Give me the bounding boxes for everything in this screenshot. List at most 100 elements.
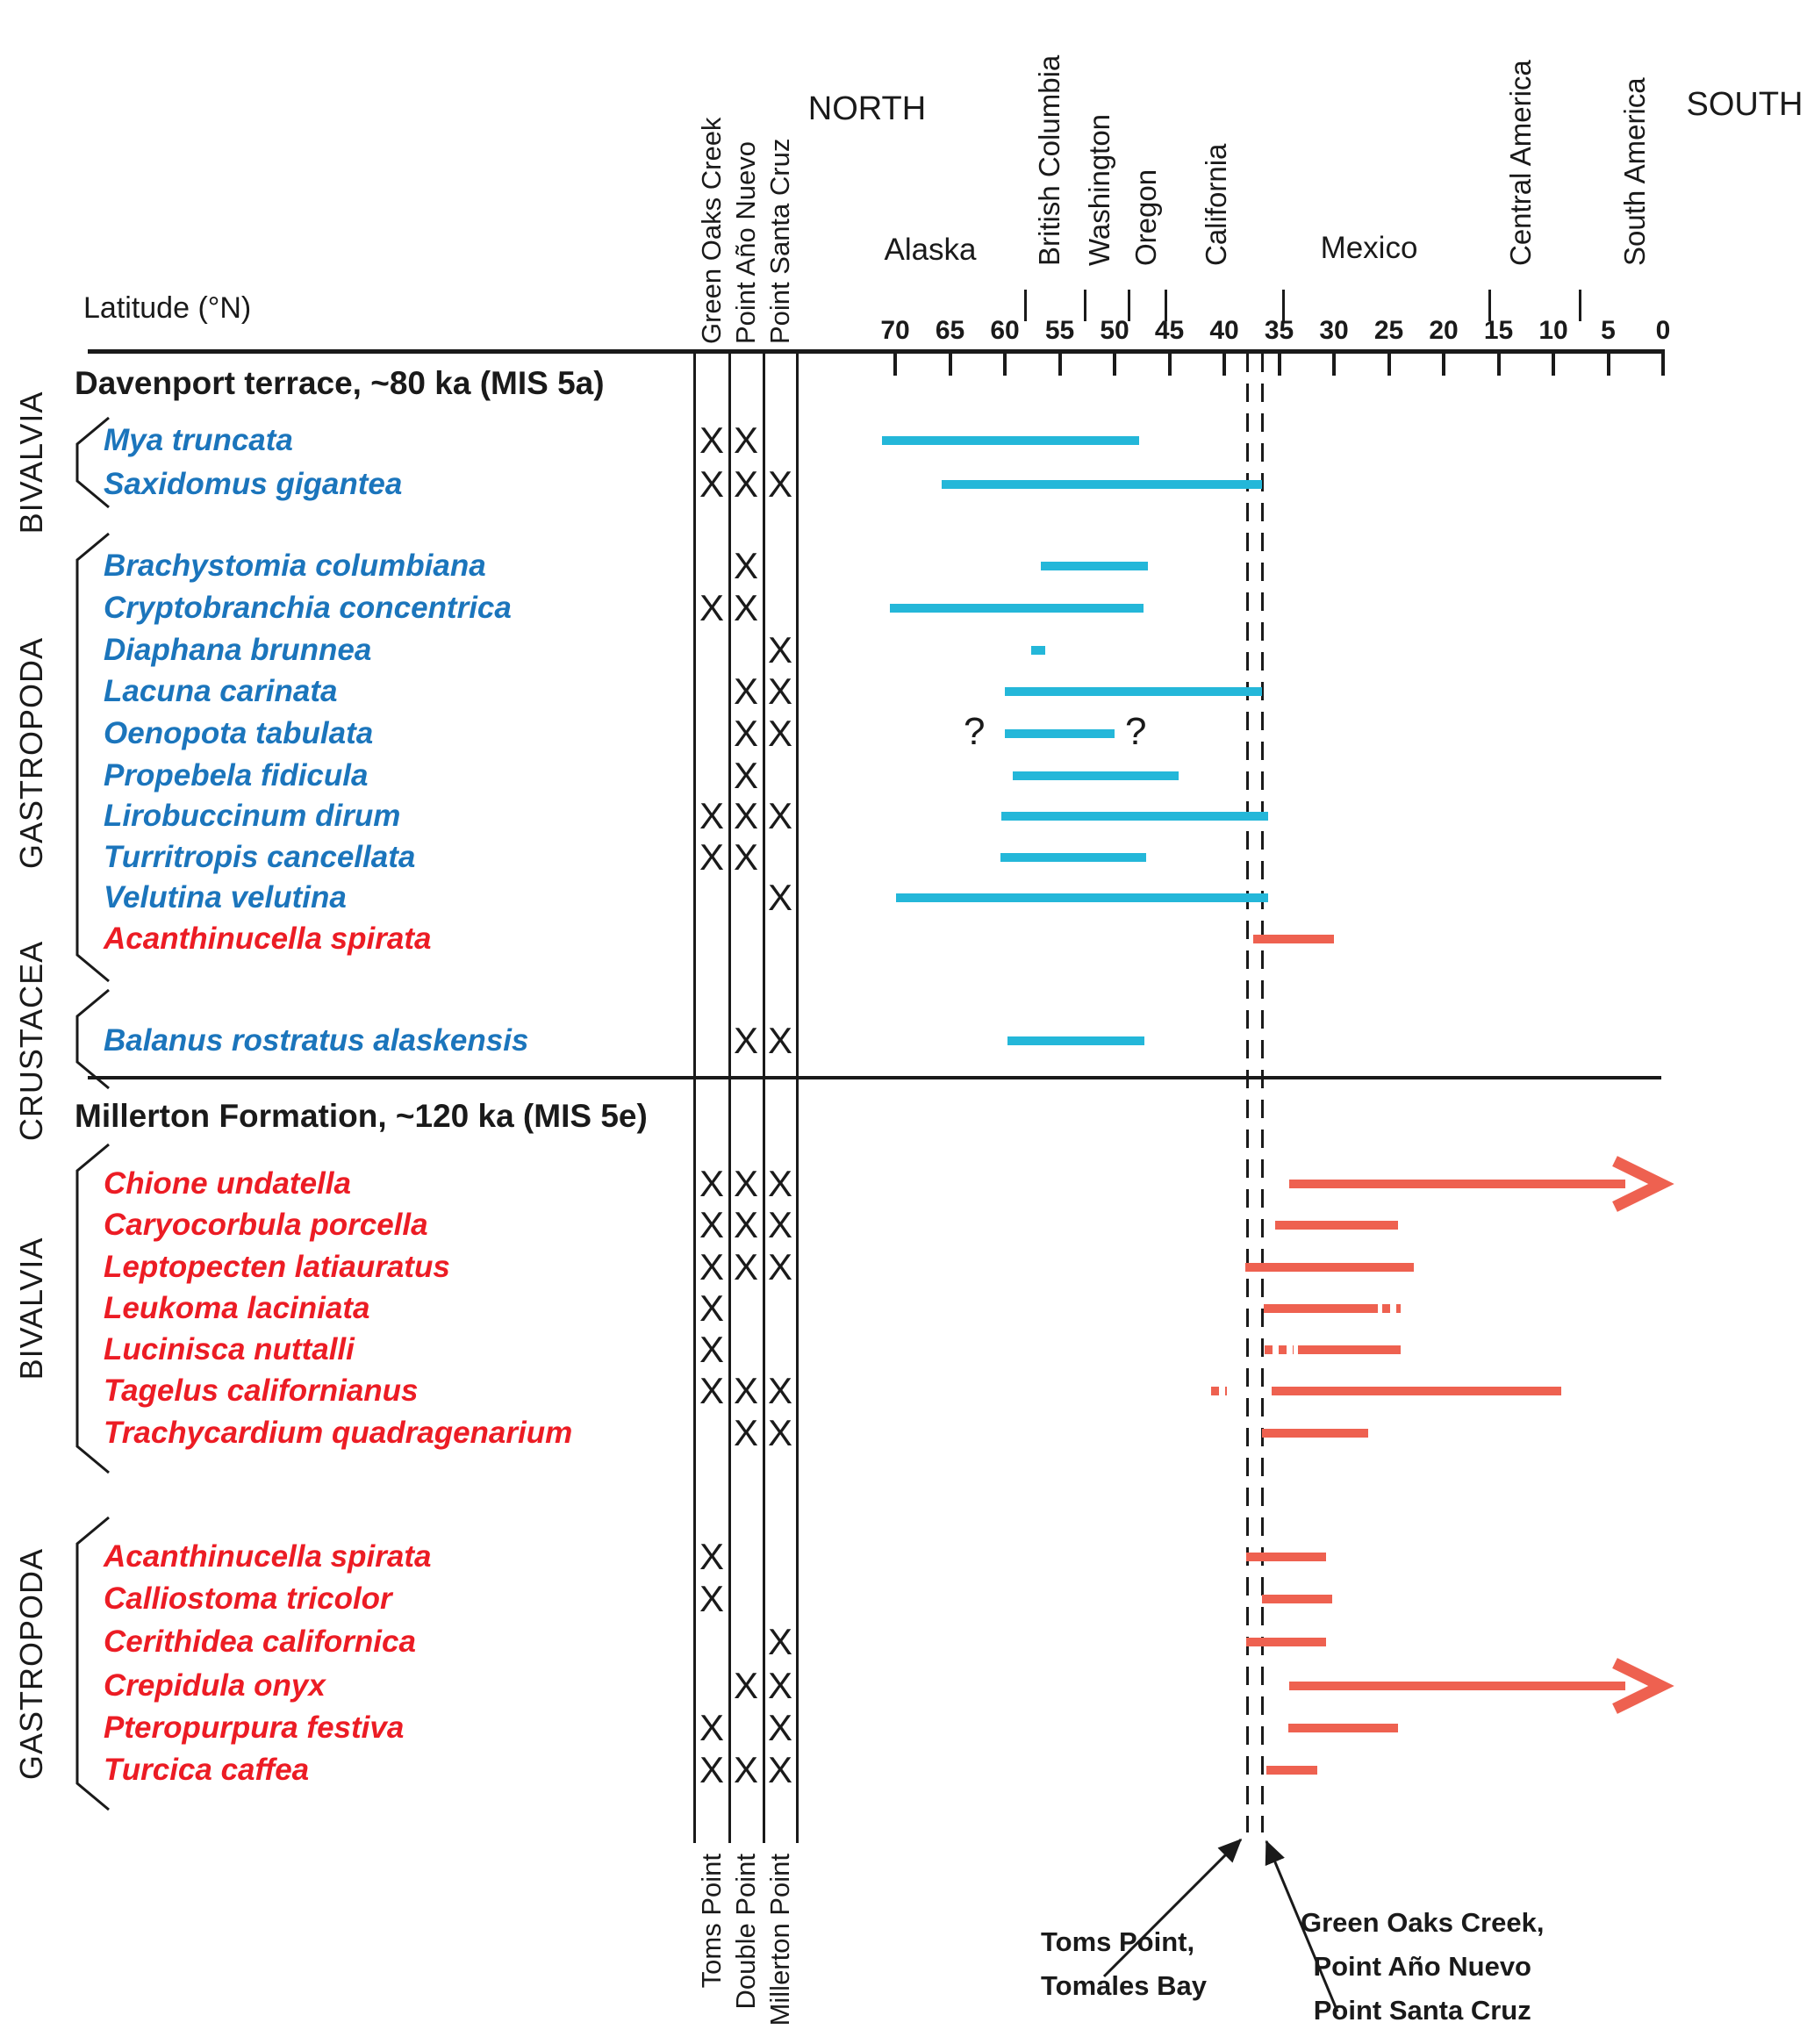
group-label-gastropoda: GASTROPODA (13, 636, 49, 869)
group-label-crustacea: CRUSTACEA (13, 940, 49, 1142)
site-occurrence-x: X (733, 1020, 758, 1061)
axis-tick (1442, 353, 1445, 376)
species-name: Turritropis cancellata (104, 840, 416, 874)
species-name: Caryocorbula porcella (104, 1208, 428, 1242)
section-header-davenport: Davenport terrace, ~80 ka (MIS 5a) (75, 365, 605, 401)
species-name: Cerithidea californica (104, 1624, 416, 1659)
range-bar (1000, 853, 1147, 862)
site-occurrence-x: X (733, 587, 758, 628)
site-occurrence-x: X (767, 1412, 792, 1453)
species-name: Lacuna carinata (104, 674, 338, 708)
species-name: Saxidomus gigantea (104, 467, 403, 501)
range-bar (1012, 771, 1179, 780)
dotted-range-segment (1382, 1304, 1402, 1313)
site-occurrence-x: X (767, 629, 792, 671)
axis-tick (1496, 353, 1501, 376)
site-occurrence-x: X (733, 463, 758, 505)
axis-tick (1167, 353, 1172, 376)
site-occurrence-x: X (699, 1536, 724, 1577)
region-boundary-tick (1578, 290, 1581, 321)
bottom-site-label-1: Double Point (730, 1854, 761, 2010)
top-site-label-1: Point Año Nuevo (730, 141, 761, 344)
region-label-central-america: Central America (1503, 60, 1537, 266)
species-name: Tagelus californianus (104, 1373, 419, 1408)
region-boundary-tick (1165, 290, 1168, 321)
species-name: Calliostoma tricolor (104, 1581, 392, 1616)
range-bar (1271, 1387, 1561, 1395)
species-name: Acanthinucella spirata (104, 922, 432, 956)
axis-tick (1222, 353, 1226, 376)
site-occurrence-x: X (699, 1329, 724, 1370)
bottom-site-label-2: Millerton Point (764, 1854, 795, 2026)
site-occurrence-x: X (767, 713, 792, 754)
site-occurrence-x: X (699, 1370, 724, 1411)
site-occurrence-x: X (767, 671, 792, 712)
range-bar (1288, 1180, 1625, 1188)
latitude-axis-line (88, 349, 1665, 354)
region-label-california: California (1200, 143, 1233, 266)
species-name: Chione undatella (104, 1166, 351, 1201)
south-label: SOUTH (1686, 86, 1803, 123)
range-bar (1252, 935, 1334, 943)
species-name: Brachystomia columbiana (104, 549, 486, 583)
axis-tick (1552, 353, 1555, 376)
axis-tick-label: 40 (1209, 316, 1239, 345)
site-occurrence-x: X (767, 1707, 792, 1748)
axis-tick-label: 45 (1154, 316, 1185, 345)
region-label-mexico: Mexico (1320, 231, 1418, 265)
site-occurrence-x: X (733, 1370, 758, 1411)
axis-tick (1113, 353, 1116, 376)
range-bar (1246, 1553, 1327, 1561)
site-occurrence-x: X (733, 1665, 758, 1706)
dotted-range-segment (1265, 1345, 1294, 1354)
range-bar (1287, 1724, 1398, 1732)
section-divider-line (88, 1076, 1661, 1079)
species-name: Balanus rostratus alaskensis (104, 1023, 529, 1058)
site-occurrence-x: X (767, 1749, 792, 1790)
group-label-bivalvia: BIVALVIA (13, 391, 49, 534)
site-occurrence-x: X (699, 1578, 724, 1619)
axis-tick-label: 70 (880, 316, 910, 345)
section-header-millerton: Millerton Formation, ~120 ka (MIS 5e) (75, 1098, 648, 1134)
group-label-bivalvia: BIVALVIA (13, 1237, 49, 1381)
site-occurrence-x: X (733, 1204, 758, 1245)
site-occurrence-x: X (699, 463, 724, 505)
species-name: Leukoma laciniata (104, 1291, 370, 1325)
range-bar (1041, 562, 1148, 570)
range-bar (1264, 1304, 1378, 1313)
axis-tick-label: 25 (1373, 316, 1404, 345)
range-bar (1297, 1345, 1402, 1354)
species-name: Lirobuccinum dirum (104, 799, 401, 833)
site-occurrence-x: X (767, 1204, 792, 1245)
uncertainty-question-mark: ? (1125, 710, 1147, 753)
region-boundary-tick (1488, 290, 1491, 321)
site-occurrence-x: X (767, 1370, 792, 1411)
axis-tick (1387, 353, 1391, 376)
range-bar (1244, 1263, 1415, 1272)
site-occurrence-x: X (767, 1020, 792, 1061)
site-occurrence-x: X (699, 1287, 724, 1329)
range-bar (1007, 1036, 1144, 1045)
site-occurrence-x: X (699, 1749, 724, 1790)
axis-tick-label: 50 (1100, 316, 1129, 345)
axis-tick-label: 5 (1601, 316, 1616, 345)
site-occurrence-x: X (699, 587, 724, 628)
species-name: Acanthinucella spirata (104, 1539, 432, 1574)
axis-tick-label: 0 (1655, 316, 1671, 345)
site-occurrence-x: X (733, 836, 758, 878)
range-bar (1261, 1595, 1332, 1603)
species-name: Pteropurpura festiva (104, 1711, 405, 1745)
site-occurrence-x: X (767, 795, 792, 836)
axis-tick (1332, 353, 1336, 376)
annotation-green-oaks: Green Oaks Creek, Point Año Nuevo Point … (1301, 1907, 1545, 2026)
region-boundary-tick (1127, 290, 1130, 321)
axis-tick (893, 353, 897, 376)
axis-tick-label: 30 (1319, 316, 1349, 345)
range-bar (1261, 1429, 1368, 1438)
site-occurrence-x: X (699, 1246, 724, 1287)
range-bar (1274, 1221, 1398, 1230)
latitude-axis-title: Latitude (°N) (83, 291, 252, 325)
region-label-south-america: South America (1617, 77, 1651, 266)
axis-tick-label: 35 (1264, 316, 1294, 345)
range-bar (1265, 1766, 1318, 1775)
